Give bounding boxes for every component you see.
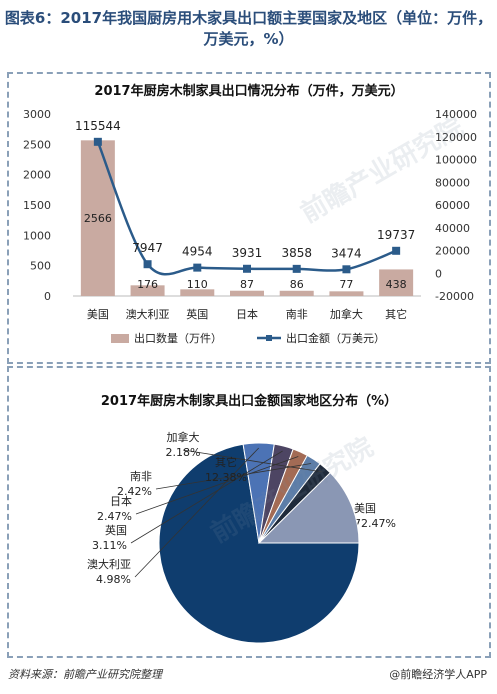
bar-chart-title: 2017年厨房木制家具出口情况分布（万件，万美元） bbox=[94, 84, 404, 99]
bar-data-label: 87 bbox=[240, 278, 254, 291]
bar bbox=[279, 290, 314, 296]
left-tick-label: 1500 bbox=[23, 199, 51, 212]
line-point bbox=[342, 265, 351, 274]
bar bbox=[130, 285, 165, 296]
pie-chart-title: 2017年厨房木制家具出口金额国家地区分布（%） bbox=[100, 394, 398, 409]
bar-line-chart-panel: 2017年厨房木制家具出口情况分布（万件，万美元） 0 500 1000 1500 20… bbox=[7, 72, 491, 364]
pie-category-label: 日本 bbox=[110, 494, 132, 508]
pie-category-label: 美国 bbox=[354, 502, 376, 515]
leader-line bbox=[134, 447, 260, 578]
leader-line bbox=[182, 449, 323, 473]
bar-data-label: 438 bbox=[386, 278, 407, 291]
combo-chart: 0 500 1000 1500 2000 2500 3000 -20000 0 20000 4000… bbox=[23, 108, 477, 345]
figure-title: 图表6：2017年我国厨房用木家具出口额主要国家及地区（单位：万件，万美元，%） bbox=[4, 9, 493, 48]
bar-data-label: 86 bbox=[290, 278, 304, 291]
left-tick-label: 500 bbox=[30, 260, 51, 273]
pie-chart-panel: 2017年厨房木制家具出口金额国家地区分布（%） 美国 72.47% 澳大利亚 4.9… bbox=[7, 366, 491, 658]
line-data-label: 115544 bbox=[75, 119, 121, 133]
legend-line-label: 出口金额（万美元） bbox=[286, 331, 385, 345]
line-data-label: 7947 bbox=[132, 241, 163, 255]
line-data-label: 19737 bbox=[377, 228, 415, 242]
pie-value-label: 12.38% bbox=[205, 471, 247, 484]
category-label: 澳大利亚 bbox=[126, 307, 170, 321]
bar-data-label: 77 bbox=[339, 278, 353, 291]
category-label: 日本 bbox=[236, 307, 258, 321]
leader-line bbox=[135, 456, 299, 515]
line-data-label: 4954 bbox=[182, 245, 213, 259]
right-tick-label: 120000 bbox=[435, 131, 477, 144]
category-label: 加拿大 bbox=[330, 307, 363, 321]
pie-category-label: 澳大利亚 bbox=[87, 557, 131, 571]
legend-bar-label: 出口数量（万件） bbox=[134, 331, 222, 345]
brand-credit: @前瞻经济学人APP bbox=[389, 668, 487, 681]
right-tick-label: 0 bbox=[435, 267, 442, 280]
bar-data-label: 176 bbox=[137, 278, 158, 291]
category-label: 英国 bbox=[186, 307, 208, 321]
line-point bbox=[392, 246, 401, 255]
pie-category-label: 南非 bbox=[130, 470, 152, 483]
leader-line bbox=[155, 463, 312, 490]
pie-value-label: 72.47% bbox=[354, 517, 396, 530]
pie-value-label: 3.11% bbox=[92, 539, 127, 552]
pie-value-label: 2.42% bbox=[117, 485, 152, 498]
right-tick-label: 140000 bbox=[435, 108, 477, 121]
pie-slice bbox=[257, 472, 360, 544]
line-point bbox=[193, 263, 202, 272]
pie-value-label: 4.98% bbox=[96, 573, 131, 586]
bar bbox=[329, 291, 364, 296]
category-label: 其它 bbox=[385, 307, 407, 321]
pie-category-label: 英国 bbox=[105, 523, 127, 537]
left-tick-label: 3000 bbox=[23, 108, 51, 121]
pie-category-label: 加拿大 bbox=[167, 430, 200, 444]
line-point bbox=[93, 137, 102, 146]
left-tick-label: 2000 bbox=[23, 169, 51, 182]
right-tick-label: 100000 bbox=[435, 154, 477, 167]
right-tick-label: 80000 bbox=[435, 176, 470, 189]
line-data-label: 3474 bbox=[331, 246, 362, 260]
legend-line-marker bbox=[266, 335, 272, 341]
left-tick-label: 2500 bbox=[23, 138, 51, 151]
bar bbox=[80, 140, 115, 296]
bar bbox=[230, 290, 264, 296]
leader-line bbox=[130, 450, 283, 544]
left-tick-label: 1000 bbox=[23, 229, 51, 242]
line-data-label: 3931 bbox=[232, 246, 263, 260]
right-tick-label: -20000 bbox=[435, 290, 474, 303]
pie-slice bbox=[158, 443, 360, 644]
source-note: 资料来源：前瞻产业研究院整理 bbox=[8, 668, 162, 681]
bar bbox=[379, 269, 414, 296]
category-label: 南非 bbox=[286, 308, 308, 321]
bar-data-label: 110 bbox=[187, 278, 208, 291]
right-tick-label: 20000 bbox=[435, 245, 470, 258]
line-point bbox=[243, 264, 251, 273]
bar bbox=[180, 289, 215, 296]
line-point bbox=[292, 264, 301, 273]
pie-value-label: 2.18% bbox=[166, 446, 201, 459]
pie-category-label: 其它 bbox=[215, 455, 237, 469]
line-point bbox=[143, 260, 152, 269]
line-data-label: 3858 bbox=[281, 246, 312, 260]
left-tick-label: 0 bbox=[44, 290, 51, 303]
right-tick-label: 40000 bbox=[435, 222, 470, 235]
category-label: 美国 bbox=[87, 308, 109, 321]
pie-value-label: 2.47% bbox=[97, 510, 132, 523]
right-tick-label: 60000 bbox=[435, 199, 470, 212]
bar-data-label: 2566 bbox=[84, 212, 112, 225]
legend-bar-swatch bbox=[111, 334, 129, 343]
pie-chart: 美国 72.47% 澳大利亚 4.98% 英国 3.11% 日本 2.47% 南非 2.42% 加拿… bbox=[87, 430, 396, 644]
